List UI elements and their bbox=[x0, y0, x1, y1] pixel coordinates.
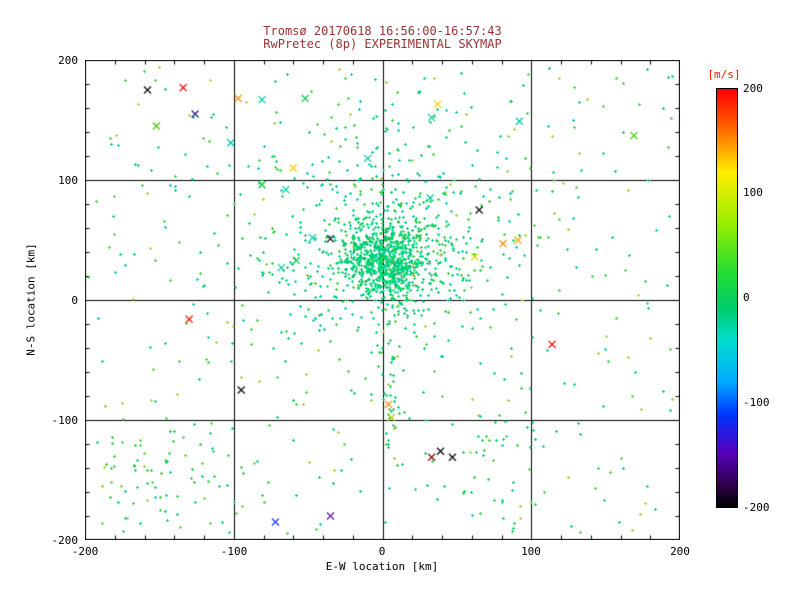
colorbar-label: [m/s] bbox=[707, 68, 741, 81]
plot-area bbox=[85, 60, 680, 540]
colorbar-tick-label: 0 bbox=[743, 291, 750, 304]
colorbar bbox=[716, 88, 738, 508]
x-axis-label: E-W location [km] bbox=[325, 560, 439, 573]
x-tick-label: 100 bbox=[521, 545, 541, 558]
plot-title-line1: Tromsø 20170618 16:56:00-16:57:43 bbox=[263, 24, 502, 38]
colorbar-tick-label: -200 bbox=[743, 501, 770, 514]
y-tick-label: 100 bbox=[58, 174, 78, 187]
y-tick-label: -100 bbox=[51, 414, 79, 427]
skymap-canvas bbox=[85, 60, 680, 540]
x-tick-label: -100 bbox=[220, 545, 248, 558]
x-tick-label: 0 bbox=[378, 545, 386, 558]
x-tick-label: -200 bbox=[71, 545, 99, 558]
y-tick-label: -200 bbox=[51, 534, 79, 547]
colorbar-tick-label: 200 bbox=[743, 82, 763, 95]
plot-title-line2: RwPretec (8p) EXPERIMENTAL SKYMAP bbox=[263, 37, 502, 51]
x-tick-label: 200 bbox=[670, 545, 690, 558]
y-tick-label: 0 bbox=[71, 294, 78, 307]
colorbar-tick-label: 100 bbox=[743, 186, 763, 199]
y-tick-label: 200 bbox=[58, 54, 78, 67]
colorbar-tick-label: -100 bbox=[743, 396, 770, 409]
y-axis-label: N-S location [km] bbox=[24, 243, 38, 356]
